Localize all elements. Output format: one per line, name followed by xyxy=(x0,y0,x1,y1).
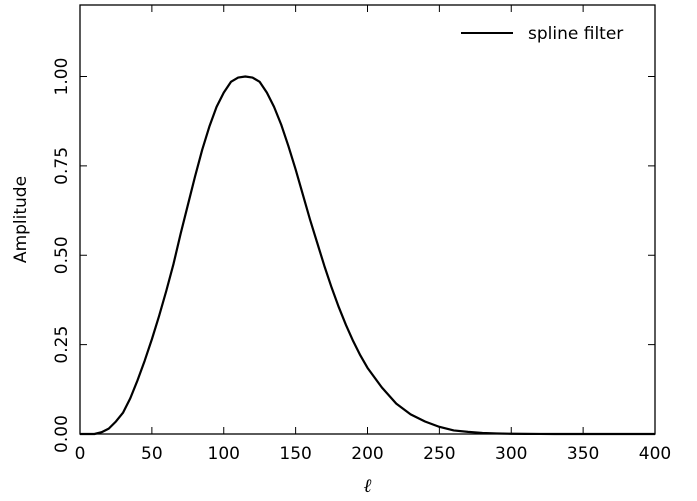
y-axis-label: Amplitude xyxy=(11,176,31,263)
x-tick-label: 250 xyxy=(423,444,455,464)
x-tick-label: 350 xyxy=(567,444,599,464)
plot-frame xyxy=(79,4,656,435)
y-tick-label: 1.00 xyxy=(52,58,72,96)
series-layer xyxy=(80,75,655,436)
x-tick-label: 200 xyxy=(351,444,383,464)
legend-label-spline-filter: spline filter xyxy=(528,24,623,44)
x-tick-label: 400 xyxy=(639,444,671,464)
y-tick-label: 0.75 xyxy=(52,147,72,185)
y-tick-label: 0.00 xyxy=(52,415,72,453)
x-tick-label: 0 xyxy=(75,444,86,464)
y-tick-label: 0.50 xyxy=(52,236,72,274)
axis-ticks: 0 50 100 150 200 250 300 350 400 0.00 0.25 0.50 0.75… xyxy=(52,5,671,464)
x-tick-label: 150 xyxy=(279,444,311,464)
series-line-spline-filter xyxy=(80,75,655,436)
legend: spline filter xyxy=(461,24,623,44)
x-tick-label: 300 xyxy=(495,444,527,464)
y-tick-label: 0.25 xyxy=(52,326,72,364)
x-tick-label: 50 xyxy=(141,444,163,464)
x-axis-label: ℓ xyxy=(364,475,372,497)
x-tick-label: 100 xyxy=(208,444,240,464)
